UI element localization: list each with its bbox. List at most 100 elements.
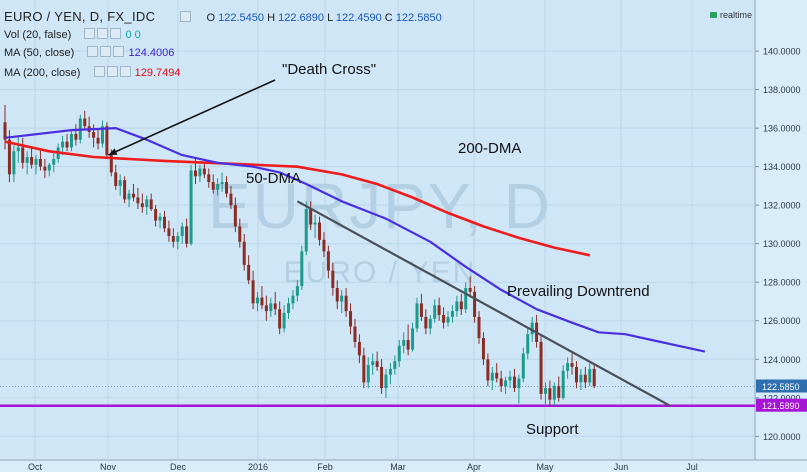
settings-icon[interactable]: [180, 11, 192, 22]
close-icon[interactable]: [110, 28, 122, 39]
x-tick-label: May: [536, 462, 554, 472]
ma50-line: [4, 127, 706, 353]
y-tick-label: 120.0000: [763, 432, 801, 442]
candle-body: [242, 241, 246, 265]
candle-body: [362, 355, 366, 383]
indicator-ma200[interactable]: MA (200, close) 129.7494: [4, 66, 181, 79]
candle-body: [96, 137, 100, 144]
candle-body: [446, 316, 450, 323]
y-tick-label: 130.0000: [763, 239, 801, 249]
candle-body: [517, 378, 521, 389]
candle-body: [588, 368, 592, 383]
candle-body: [566, 363, 570, 371]
candle-body: [74, 133, 78, 140]
candle-body: [30, 157, 34, 165]
candle-body: [118, 180, 122, 186]
candle-body: [433, 305, 437, 319]
candle-body: [419, 303, 423, 317]
settings-icon[interactable]: [106, 66, 118, 77]
candle-body: [388, 368, 392, 375]
candle-body: [171, 236, 175, 242]
candle-body: [357, 341, 361, 356]
symbol-title: EURO / YEN, D, FX_IDC: [4, 9, 156, 24]
downtrend-line: [296, 200, 671, 407]
indicator-ma50[interactable]: MA (50, close) 124.4006: [4, 46, 175, 59]
candle-body: [154, 209, 158, 221]
candle-body: [216, 184, 220, 190]
candle-body: [7, 139, 11, 175]
candle-body: [455, 301, 459, 312]
candle-body: [3, 122, 7, 140]
candle-body: [592, 368, 596, 387]
close-icon[interactable]: [119, 66, 131, 77]
candle-body: [424, 316, 428, 329]
settings-icon[interactable]: [100, 46, 112, 57]
candle-body: [539, 341, 543, 394]
indicator-vol[interactable]: Vol (20, false) 0 0: [4, 28, 141, 41]
candle-body: [260, 297, 264, 306]
candle-body: [180, 226, 184, 236]
eye-icon[interactable]: [84, 28, 96, 39]
candle-body: [100, 126, 104, 144]
candle-body: [47, 164, 51, 171]
candle-body: [574, 366, 578, 383]
candle-body: [38, 158, 42, 167]
eye-icon[interactable]: [87, 46, 99, 57]
candle-body: [158, 216, 162, 221]
candle-body: [287, 303, 291, 314]
candle-body: [340, 295, 344, 302]
candle-body: [247, 264, 251, 281]
candle-body: [406, 340, 410, 350]
support-badge-label: 121.5890: [762, 401, 800, 411]
x-tick-label: Apr: [467, 462, 481, 472]
candle-body: [402, 340, 406, 346]
candle-body: [481, 338, 485, 360]
candle-body: [16, 147, 20, 152]
candle-body: [140, 203, 144, 208]
candle-body: [256, 297, 260, 304]
realtime-indicator: realtime: [710, 10, 752, 20]
candle-body: [114, 172, 118, 186]
candle-body: [349, 311, 353, 327]
candle-body: [561, 370, 565, 398]
low-value: 122.4590: [335, 12, 382, 24]
time-axis-panel: [0, 460, 807, 472]
close-icon[interactable]: [113, 46, 125, 57]
ma200-value: 129.7494: [134, 67, 181, 79]
candle-body: [557, 386, 561, 398]
candle-body: [109, 155, 113, 173]
candle-body: [269, 303, 273, 312]
candle-body: [92, 132, 96, 138]
candle-body: [512, 376, 516, 389]
support-badge: [756, 398, 807, 412]
candle-body: [397, 345, 401, 362]
dma200-label: 200-DMA: [458, 140, 521, 157]
candle-body: [162, 216, 166, 229]
candle-body: [464, 288, 468, 310]
ma200-line: [4, 140, 591, 257]
candle-body: [238, 226, 242, 242]
candle-body: [366, 365, 370, 383]
x-tick-label: Jul: [686, 462, 698, 472]
candle-body: [437, 305, 441, 315]
y-tick-label: 138.0000: [763, 85, 801, 95]
y-tick-label: 136.0000: [763, 124, 801, 134]
candle-body: [167, 228, 171, 236]
candle-body: [450, 311, 454, 317]
candle-body: [278, 309, 282, 329]
settings-icon[interactable]: [97, 28, 109, 39]
candle-body: [477, 316, 481, 339]
x-tick-label: Jun: [614, 462, 629, 472]
candle-body: [69, 133, 73, 148]
eye-icon[interactable]: [93, 66, 105, 77]
candle-body: [65, 141, 69, 148]
x-tick-label: Mar: [390, 462, 406, 472]
candle-body: [193, 170, 197, 177]
candle-body: [34, 158, 38, 165]
candle-body: [380, 366, 384, 389]
candle-body: [12, 151, 16, 175]
candle-body: [220, 182, 224, 184]
candle-body: [504, 380, 508, 387]
